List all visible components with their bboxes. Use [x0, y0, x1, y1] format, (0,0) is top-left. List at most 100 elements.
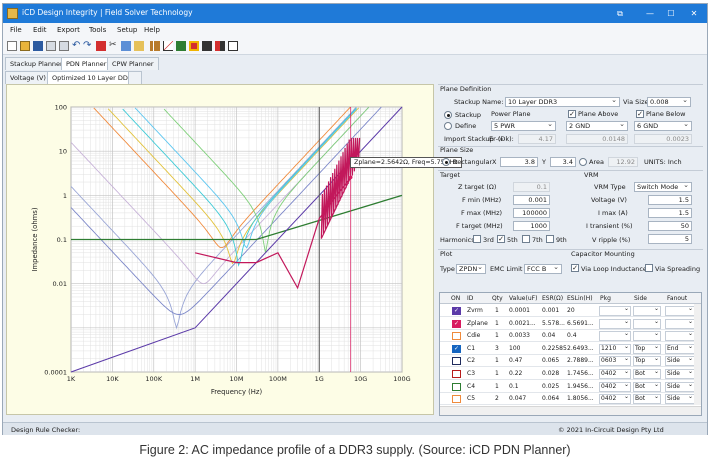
row-on-checkbox[interactable]	[452, 395, 461, 404]
row-pkg-select[interactable]	[599, 318, 631, 329]
row-on-checkbox[interactable]	[452, 370, 461, 378]
print-icon[interactable]	[59, 41, 69, 51]
via-size-select[interactable]: 0.008	[647, 97, 691, 107]
new-file-icon[interactable]	[7, 41, 17, 51]
table-row[interactable]: ✓ Zplane 1 0.0021... 5.578... 6.5691...	[440, 318, 695, 330]
vertical-scrollbar[interactable]	[694, 304, 701, 405]
plot-type-select[interactable]: ZPDN	[456, 264, 486, 274]
harmonic-9th-checkbox[interactable]	[546, 235, 554, 243]
row-fanout-select[interactable]: Side	[665, 355, 695, 367]
plane-above-checkbox[interactable]: ✓	[568, 110, 576, 118]
row-pkg-select[interactable]: 0603	[599, 355, 631, 367]
table-row[interactable]: ✓ Zvrm 1 0.0001 0.001 20	[440, 305, 695, 317]
row-on-checkbox[interactable]: ✓	[452, 307, 461, 315]
table-row[interactable]: Cdie 1 0.0033 0.04 0.4	[440, 330, 695, 343]
menu-setup[interactable]: Setup	[117, 26, 138, 34]
menu-help[interactable]: Help	[144, 26, 160, 34]
menu-export[interactable]: Export	[57, 26, 80, 34]
row-fanout-select[interactable]: End	[665, 343, 695, 354]
row-fanout-select[interactable]: Side	[665, 381, 695, 392]
row-side-select[interactable]: Bot	[633, 368, 661, 379]
x-dim-field[interactable]: 3.8	[500, 157, 538, 167]
via-spreading-checkbox[interactable]	[645, 264, 653, 272]
harmonic-5th-checkbox[interactable]: ✓	[497, 235, 505, 243]
row-side-select[interactable]	[633, 330, 661, 342]
row-fanout-select[interactable]	[665, 305, 695, 316]
report-icon[interactable]	[228, 41, 238, 51]
delete-icon[interactable]	[96, 41, 106, 51]
new-tab-icon[interactable]	[128, 71, 142, 84]
row-side-select[interactable]: Bot	[633, 393, 661, 405]
row-side-select[interactable]	[633, 305, 661, 316]
cut-icon[interactable]: ✂	[109, 40, 117, 50]
row-on-checkbox[interactable]	[452, 357, 461, 366]
ftarget-field[interactable]: 1000	[513, 221, 550, 231]
row-fanout-select[interactable]	[665, 318, 695, 329]
row-side-select[interactable]: Top	[633, 355, 661, 367]
emc-limit-select[interactable]: FCC B	[524, 264, 562, 274]
plane-above-select[interactable]: 2 GND	[566, 121, 628, 131]
row-fanout-select[interactable]	[665, 330, 695, 342]
menu-tools[interactable]: Tools	[89, 26, 107, 34]
imax-field[interactable]: 1.5	[648, 208, 692, 218]
save-icon[interactable]	[33, 41, 43, 51]
stackup-name-select[interactable]: 10 Layer DDR3	[505, 97, 620, 107]
table-row[interactable]: C2 1 0.47 0.065 2.7889... 0603Top Side	[440, 355, 695, 368]
row-side-select[interactable]: Top	[633, 343, 661, 354]
row-pkg-select[interactable]: 0402	[599, 393, 631, 405]
row-side-select[interactable]: Bot	[633, 381, 661, 392]
row-side-select[interactable]	[633, 318, 661, 329]
stackup-icon[interactable]	[150, 41, 160, 51]
restore-icon[interactable]: ⧉	[617, 9, 623, 18]
harmonic-7th-checkbox[interactable]	[522, 235, 530, 243]
horizontal-scrollbar[interactable]	[440, 406, 701, 415]
vripple-field[interactable]: 5	[648, 234, 692, 244]
row-pkg-select[interactable]: 1210	[599, 343, 631, 354]
calculator-icon[interactable]	[176, 41, 186, 51]
row-on-checkbox[interactable]: ✓	[452, 344, 461, 353]
minimize-button[interactable]: —	[646, 9, 654, 18]
redo-icon[interactable]: ↷	[83, 40, 92, 51]
print-preview-icon[interactable]	[46, 41, 56, 51]
fmax-field[interactable]: 100000	[513, 208, 550, 218]
table-row[interactable]: C5 2 0.047 0.064 1.8056... 0402Bot Side	[440, 393, 695, 406]
tab-stackup-planner[interactable]: Stackup Planner	[5, 57, 68, 70]
row-pkg-select[interactable]	[599, 305, 631, 316]
row-pkg-select[interactable]: 0402	[599, 381, 631, 392]
row-fanout-select[interactable]: Side	[665, 368, 695, 379]
fmin-field[interactable]: 0.001	[513, 195, 550, 205]
row-on-checkbox[interactable]: ✓	[452, 319, 461, 328]
table-row[interactable]: C3 1 0.22 0.028 1.7456... 0402Bot Side	[440, 368, 695, 380]
harmonic-3rd-checkbox[interactable]	[473, 235, 481, 243]
plane-below-select[interactable]: 6 GND	[634, 121, 692, 131]
copy-icon[interactable]	[121, 41, 131, 51]
maximize-button[interactable]: ☐	[667, 9, 675, 18]
rectangular-radio[interactable]	[442, 158, 450, 166]
via-loop-checkbox[interactable]: ✓	[571, 264, 579, 272]
row-pkg-select[interactable]	[599, 330, 631, 342]
menu-edit[interactable]: Edit	[33, 26, 47, 34]
via-icon[interactable]	[189, 41, 199, 51]
plane-icon[interactable]	[202, 41, 212, 51]
voltage-field[interactable]: 1.5	[648, 195, 692, 205]
stackup-radio[interactable]	[444, 111, 452, 119]
tab-voltage[interactable]: Voltage (V)	[5, 71, 51, 84]
table-row[interactable]: C4 1 0.1 0.025 1.9456... 0402Bot Side	[440, 381, 695, 393]
define-radio[interactable]	[444, 122, 452, 130]
menu-file[interactable]: File	[10, 26, 22, 34]
paste-icon[interactable]	[134, 41, 144, 51]
undo-icon[interactable]: ↶	[72, 40, 81, 51]
row-fanout-select[interactable]: Side	[665, 393, 695, 405]
plane-below-checkbox[interactable]: ✓	[636, 110, 644, 118]
tab-cpw-planner[interactable]: CPW Planner	[107, 57, 159, 70]
impedance-icon[interactable]	[215, 41, 225, 51]
row-pkg-select[interactable]: 0402	[599, 368, 631, 379]
tab-pdn-planner[interactable]: PDN Planner	[61, 57, 112, 70]
y-dim-field[interactable]: 3.4	[550, 157, 576, 167]
power-plane-select[interactable]: 5 PWR	[491, 121, 556, 131]
open-folder-icon[interactable]	[20, 41, 30, 51]
area-radio[interactable]	[579, 158, 587, 166]
row-on-checkbox[interactable]	[452, 332, 461, 341]
itransient-field[interactable]: 50	[648, 221, 692, 231]
